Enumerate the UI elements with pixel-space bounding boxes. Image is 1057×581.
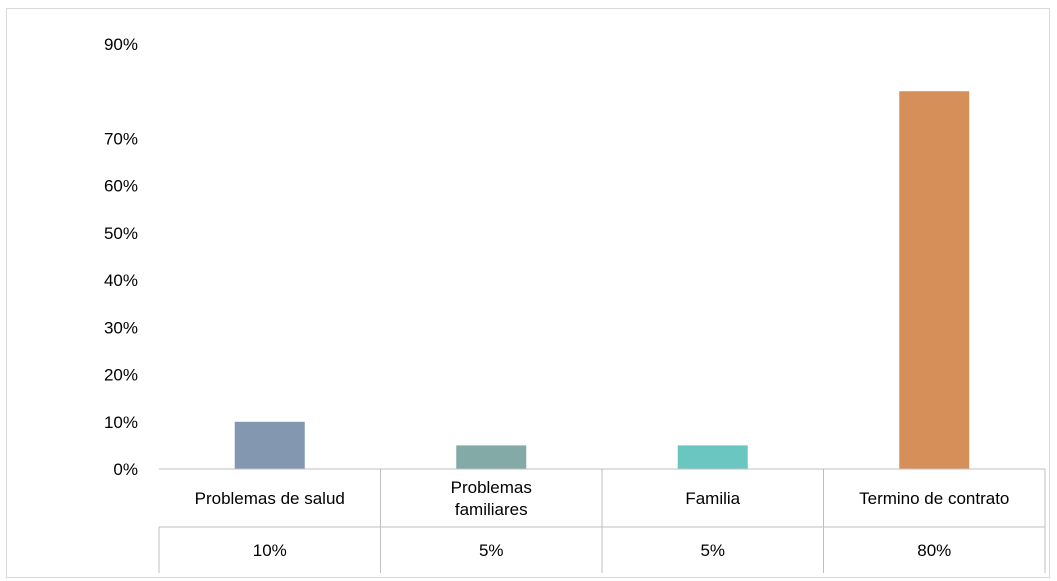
- bar-1: [456, 445, 527, 469]
- bar-2: [677, 445, 748, 469]
- category-label-0: Problemas de salud: [195, 489, 345, 508]
- value-label-1: 5%: [479, 541, 504, 560]
- y-tick-label-0: 0%: [113, 460, 138, 479]
- bar-0: [234, 421, 305, 469]
- value-label-0: 10%: [253, 541, 287, 560]
- category-label-1-line-0: Problemas: [451, 478, 532, 497]
- y-tick-label-6: 60%: [104, 177, 138, 196]
- bar-3: [899, 91, 970, 469]
- y-tick-label-1: 10%: [104, 413, 138, 432]
- y-tick-label-8: 90%: [104, 35, 138, 54]
- y-tick-label-5: 50%: [104, 224, 138, 243]
- y-tick-label-2: 20%: [104, 366, 138, 385]
- category-label-2: Familia: [685, 489, 740, 508]
- y-tick-label-3: 30%: [104, 318, 138, 337]
- category-label-3: Termino de contrato: [859, 489, 1009, 508]
- value-label-2: 5%: [700, 541, 725, 560]
- y-tick-label-7: 70%: [104, 129, 138, 148]
- value-label-3: 80%: [917, 541, 951, 560]
- category-label-1-line-1: familiares: [455, 500, 528, 519]
- chart-frame: [6, 8, 1050, 578]
- y-tick-label-4: 40%: [104, 271, 138, 290]
